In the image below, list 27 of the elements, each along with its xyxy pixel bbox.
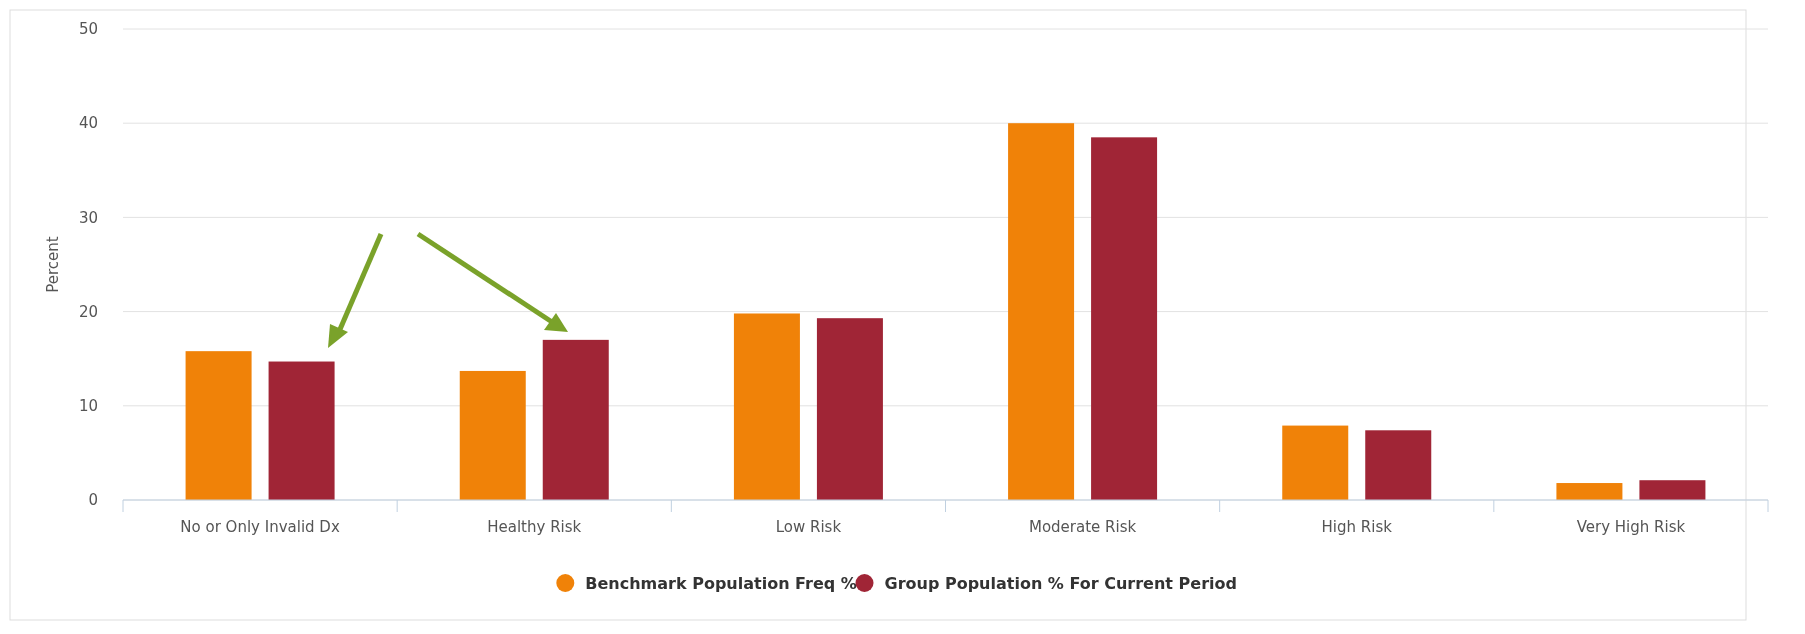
x-tick-label: No or Only Invalid Dx [180, 518, 340, 536]
y-tick-label: 10 [78, 397, 98, 416]
y-axis-title: Percent [44, 236, 62, 293]
x-tick-label: Healthy Risk [487, 518, 582, 536]
y-tick-label: 0 [88, 491, 98, 510]
y-tick-label: 30 [78, 208, 98, 227]
bar [268, 361, 335, 500]
legend-label: Benchmark Population Freq % [585, 573, 857, 593]
y-tick-label: 20 [78, 302, 98, 321]
bar [733, 313, 800, 500]
bar [1282, 425, 1349, 500]
legend-label: Group Population % For Current Period [884, 573, 1237, 593]
bar [1365, 430, 1432, 500]
x-tick-label: High Risk [1321, 518, 1393, 536]
x-tick-label: Low Risk [775, 518, 842, 536]
x-tick-label: Very High Risk [1576, 518, 1686, 536]
bar [542, 339, 609, 500]
bar [459, 370, 526, 500]
y-tick-label: 40 [78, 114, 98, 133]
bar [1091, 137, 1158, 500]
y-tick-label: 50 [78, 20, 98, 39]
bar [185, 351, 252, 500]
bar [816, 318, 883, 500]
bar [1639, 480, 1706, 500]
bar [1556, 483, 1623, 500]
x-tick-label: Moderate Risk [1028, 518, 1137, 536]
bar [1008, 123, 1075, 500]
